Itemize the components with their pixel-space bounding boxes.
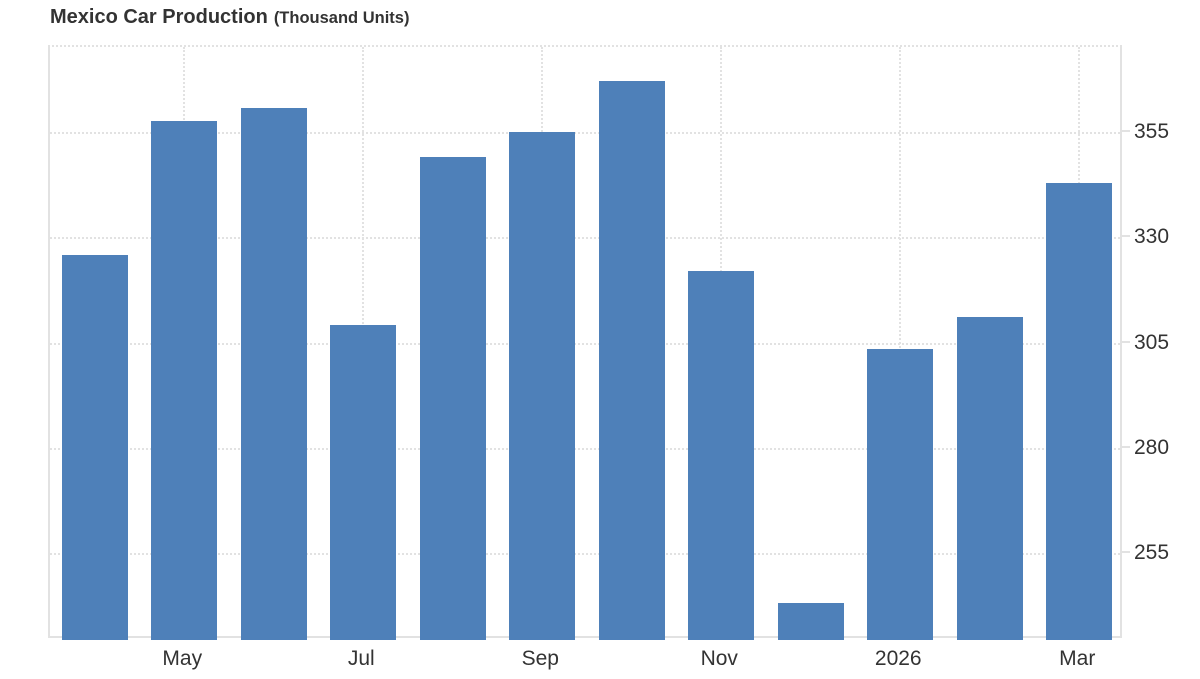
chart-subtitle-text: (Thousand Units) [273, 9, 410, 27]
y-axis-label: 255 [1134, 541, 1170, 565]
bar[interactable] [688, 270, 755, 640]
bar[interactable] [419, 157, 486, 640]
horizontal-gridline [50, 447, 1120, 450]
horizontal-gridline [50, 553, 1120, 556]
y-axis-label: 305 [1134, 330, 1170, 354]
bar[interactable] [151, 120, 218, 640]
x-axis-label: Mar [1059, 647, 1096, 670]
x-axis-label: Jul [347, 647, 375, 670]
x-axis-label: Nov [700, 647, 738, 670]
horizontal-gridline [50, 237, 1120, 240]
bar[interactable] [777, 602, 844, 640]
page-title: Mexico Car Production (Thousand Units) [50, 6, 409, 29]
x-axis-label: 2026 [874, 647, 922, 670]
bar[interactable] [61, 255, 128, 640]
bar[interactable] [509, 132, 576, 640]
x-axis-label: May [162, 647, 203, 670]
y-axis-tick [1122, 340, 1130, 343]
x-axis-label: Sep [521, 647, 559, 670]
bar[interactable] [1046, 182, 1113, 640]
horizontal-gridline [50, 342, 1120, 345]
bar[interactable] [867, 349, 934, 640]
bar[interactable] [956, 316, 1023, 640]
bar[interactable] [330, 325, 397, 640]
chart-title-text: Mexico Car Production [50, 6, 268, 28]
bar[interactable] [240, 108, 307, 640]
plot-area [48, 45, 1122, 640]
y-axis-tick [1122, 235, 1130, 238]
y-axis-tick [1122, 551, 1130, 554]
bar[interactable] [598, 80, 665, 640]
horizontal-gridline [50, 131, 1120, 134]
y-axis-tick [1122, 445, 1130, 448]
y-axis-tick [1122, 129, 1130, 132]
y-axis-label: 355 [1134, 119, 1170, 143]
y-axis-label: 280 [1134, 435, 1170, 459]
y-axis-label: 330 [1134, 225, 1170, 249]
